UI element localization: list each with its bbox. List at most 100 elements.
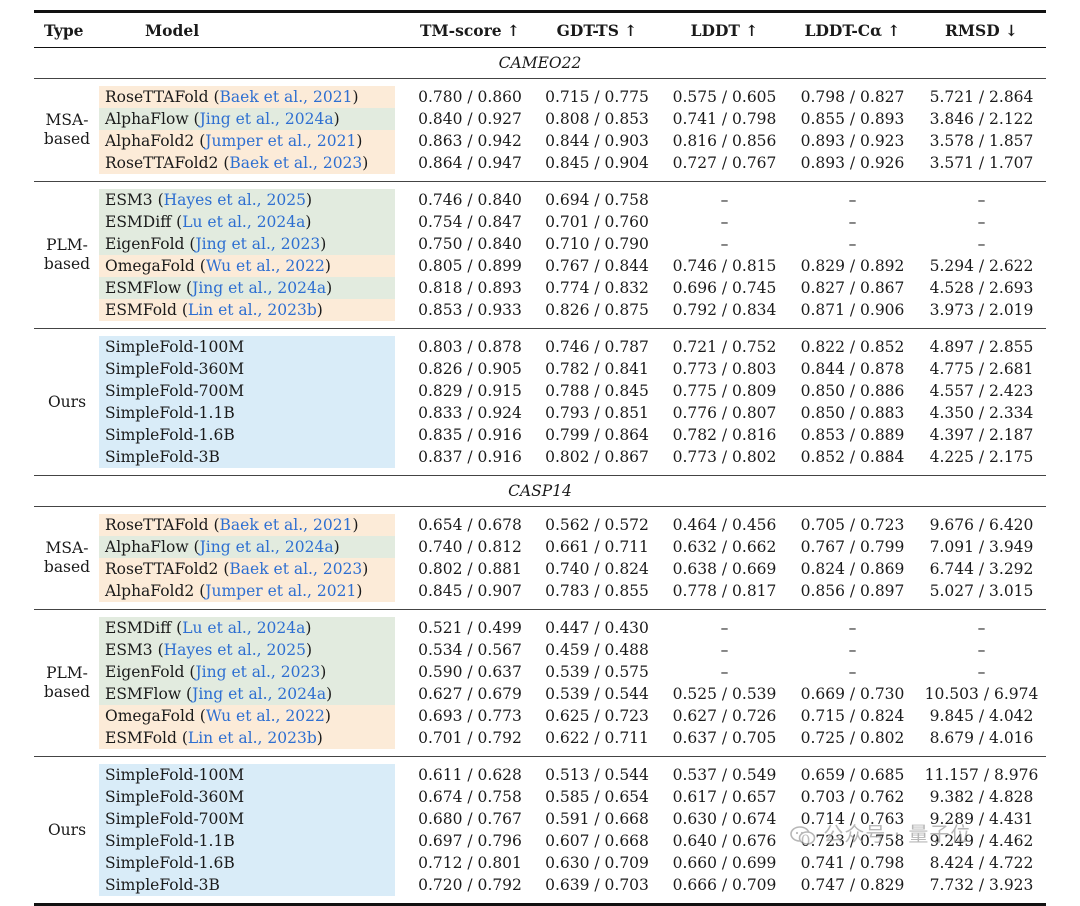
- lddt-ca-cell: –: [848, 663, 857, 681]
- citation-link[interactable]: Jing et al., 2023: [195, 663, 321, 681]
- gdt-ts-cell: 0.802 / 0.867: [545, 448, 649, 466]
- lddt-cell: 0.782 / 0.816: [672, 426, 777, 444]
- lddt-cell: 0.525 / 0.539: [672, 685, 777, 703]
- model-highlight: EigenFold (Jing et al., 2023): [99, 661, 395, 683]
- citation-link[interactable]: Lu et al., 2024a: [182, 213, 306, 231]
- model-name: AlphaFold2: [105, 132, 195, 150]
- gdt-ts-cell: 0.459 / 0.488: [545, 641, 649, 659]
- tm-score-cell: 0.833 / 0.924: [418, 404, 522, 422]
- tm-score-cell: 0.754 / 0.847: [418, 213, 522, 231]
- model-name: ESM3: [105, 641, 153, 659]
- table-row: AlphaFlow (Jing et al., 2024a) 0.740 / 0.…: [34, 536, 1046, 558]
- gdt-ts-cell: 0.562 / 0.572: [545, 516, 649, 534]
- group-type-label: Ours: [34, 756, 100, 906]
- rmsd-cell: 9.249 / 4.462: [929, 832, 1034, 850]
- citation-link[interactable]: Baek et al., 2023: [229, 560, 363, 578]
- group-spacer: [34, 896, 1046, 906]
- citation-link[interactable]: Lin et al., 2023b: [187, 301, 317, 319]
- lddt-cell: –: [720, 619, 729, 637]
- lddt-cell: 0.816 / 0.856: [672, 132, 777, 150]
- header-model: Model: [100, 10, 407, 48]
- table-row: ESM3 (Hayes et al., 2025) 0.534 / 0.567 0.…: [34, 639, 1046, 661]
- table-row: SimpleFold-1.1B 0.833 / 0.924 0.793 / 0.85…: [34, 402, 1046, 424]
- model-highlight: ESM3 (Hayes et al., 2025): [99, 639, 395, 661]
- section-title: CASP14: [34, 475, 1046, 507]
- model-cell: SimpleFold-1.6B: [99, 424, 407, 446]
- citation-link[interactable]: Wu et al., 2022: [205, 707, 325, 725]
- model-highlight: SimpleFold-700M: [99, 380, 395, 402]
- lddt-cell: –: [720, 641, 729, 659]
- citation-link[interactable]: Jing et al., 2024a: [192, 685, 327, 703]
- model-cell: RoseTTAFold (Baek et al., 2021): [99, 86, 407, 108]
- lddt-cell: 0.721 / 0.752: [672, 338, 777, 356]
- rmsd-cell: 4.397 / 2.187: [929, 426, 1034, 444]
- rmsd-cell: 4.225 / 2.175: [929, 448, 1034, 466]
- model-name: SimpleFold-1.1B: [105, 832, 235, 850]
- model-cell: ESMDiff (Lu et al., 2024a): [99, 617, 407, 639]
- model-cell: ESMFold (Lin et al., 2023b): [99, 299, 407, 321]
- tm-score-cell: 0.818 / 0.893: [418, 279, 522, 297]
- group-type-line2: based: [43, 558, 91, 576]
- table-row: ESM3 (Hayes et al., 2025) 0.746 / 0.840 0.…: [34, 189, 1046, 211]
- citation-link[interactable]: Wu et al., 2022: [205, 257, 325, 275]
- citation-link[interactable]: Jing et al., 2024a: [192, 279, 327, 297]
- citation-link[interactable]: Baek et al., 2023: [229, 154, 363, 172]
- lddt-cell: –: [720, 213, 729, 231]
- model-highlight: SimpleFold-1.6B: [99, 852, 395, 874]
- citation-link[interactable]: Jing et al., 2023: [195, 235, 321, 253]
- model-name: SimpleFold-1.6B: [105, 426, 235, 444]
- citation-link[interactable]: Lu et al., 2024a: [182, 619, 306, 637]
- citation-link[interactable]: Jumper et al., 2021: [205, 132, 357, 150]
- tm-score-cell: 0.837 / 0.916: [418, 448, 522, 466]
- table-row: RoseTTAFold2 (Baek et al., 2023) 0.864 / …: [34, 152, 1046, 174]
- header-row: Type Model TM-score ↑ GDT-TS ↑ LDDT ↑ LD…: [34, 10, 1046, 48]
- group-type-line2: based: [43, 683, 91, 701]
- citation-link[interactable]: Hayes et al., 2025: [163, 641, 306, 659]
- model-name: SimpleFold-1.1B: [105, 404, 235, 422]
- lddt-ca-cell: 0.705 / 0.723: [800, 516, 905, 534]
- tm-score-cell: 0.750 / 0.840: [418, 235, 522, 253]
- model-name: SimpleFold-3B: [105, 448, 220, 466]
- header-lddt: LDDT ↑: [661, 10, 788, 48]
- group-spacer: MSA-based: [34, 78, 1046, 182]
- citation-link[interactable]: Jing et al., 2024a: [199, 110, 334, 128]
- lddt-ca-cell: 0.871 / 0.906: [800, 301, 905, 319]
- citation-link[interactable]: Lin et al., 2023b: [187, 729, 317, 747]
- model-name: ESMFold: [105, 301, 177, 319]
- model-name: SimpleFold-1.6B: [105, 854, 235, 872]
- rmsd-cell: 3.846 / 2.122: [929, 110, 1034, 128]
- model-cell: AlphaFold2 (Jumper et al., 2021): [99, 130, 407, 152]
- citation-link[interactable]: Jumper et al., 2021: [205, 582, 357, 600]
- rmsd-cell: 7.091 / 3.949: [929, 538, 1034, 556]
- model-highlight: AlphaFlow (Jing et al., 2024a): [99, 108, 395, 130]
- table-row: SimpleFold-1.6B 0.712 / 0.801 0.630 / 0.70…: [34, 852, 1046, 874]
- model-cell: RoseTTAFold2 (Baek et al., 2023): [99, 558, 407, 580]
- citation-link[interactable]: Hayes et al., 2025: [163, 191, 306, 209]
- model-cell: SimpleFold-360M: [99, 358, 407, 380]
- lddt-ca-cell: 0.853 / 0.889: [800, 426, 905, 444]
- model-cell: ESMFold (Lin et al., 2023b): [99, 727, 407, 749]
- citation-link[interactable]: Baek et al., 2021: [219, 88, 353, 106]
- watermark: 公众号 · 量子位: [790, 818, 971, 847]
- tm-score-cell: 0.840 / 0.927: [418, 110, 522, 128]
- model-cell: ESMDiff (Lu et al., 2024a): [99, 211, 407, 233]
- tm-score-cell: 0.740 / 0.812: [418, 538, 522, 556]
- model-name: ESMDiff: [105, 619, 172, 637]
- lddt-ca-cell: 0.767 / 0.799: [800, 538, 905, 556]
- table-row: AlphaFlow (Jing et al., 2024a) 0.840 / 0.…: [34, 108, 1046, 130]
- model-cell: RoseTTAFold2 (Baek et al., 2023): [99, 152, 407, 174]
- citation-link[interactable]: Baek et al., 2021: [219, 516, 353, 534]
- citation-link[interactable]: Jing et al., 2024a: [199, 538, 334, 556]
- model-cell: RoseTTAFold (Baek et al., 2021): [99, 514, 407, 536]
- lddt-ca-cell: 0.850 / 0.886: [800, 382, 905, 400]
- table-row: SimpleFold-100M 0.803 / 0.878 0.746 / 0.78…: [34, 336, 1046, 358]
- group-type-line1: Ours: [47, 392, 87, 411]
- model-name: SimpleFold-100M: [105, 338, 245, 356]
- rmsd-cell: 4.350 / 2.334: [929, 404, 1034, 422]
- table-row: ESMFlow (Jing et al., 2024a) 0.818 / 0.89…: [34, 277, 1046, 299]
- gdt-ts-cell: 0.622 / 0.711: [545, 729, 649, 747]
- model-highlight: SimpleFold-360M: [99, 786, 395, 808]
- model-name: EigenFold: [105, 235, 185, 253]
- model-cell: AlphaFlow (Jing et al., 2024a): [99, 108, 407, 130]
- model-cell: SimpleFold-700M: [99, 808, 407, 830]
